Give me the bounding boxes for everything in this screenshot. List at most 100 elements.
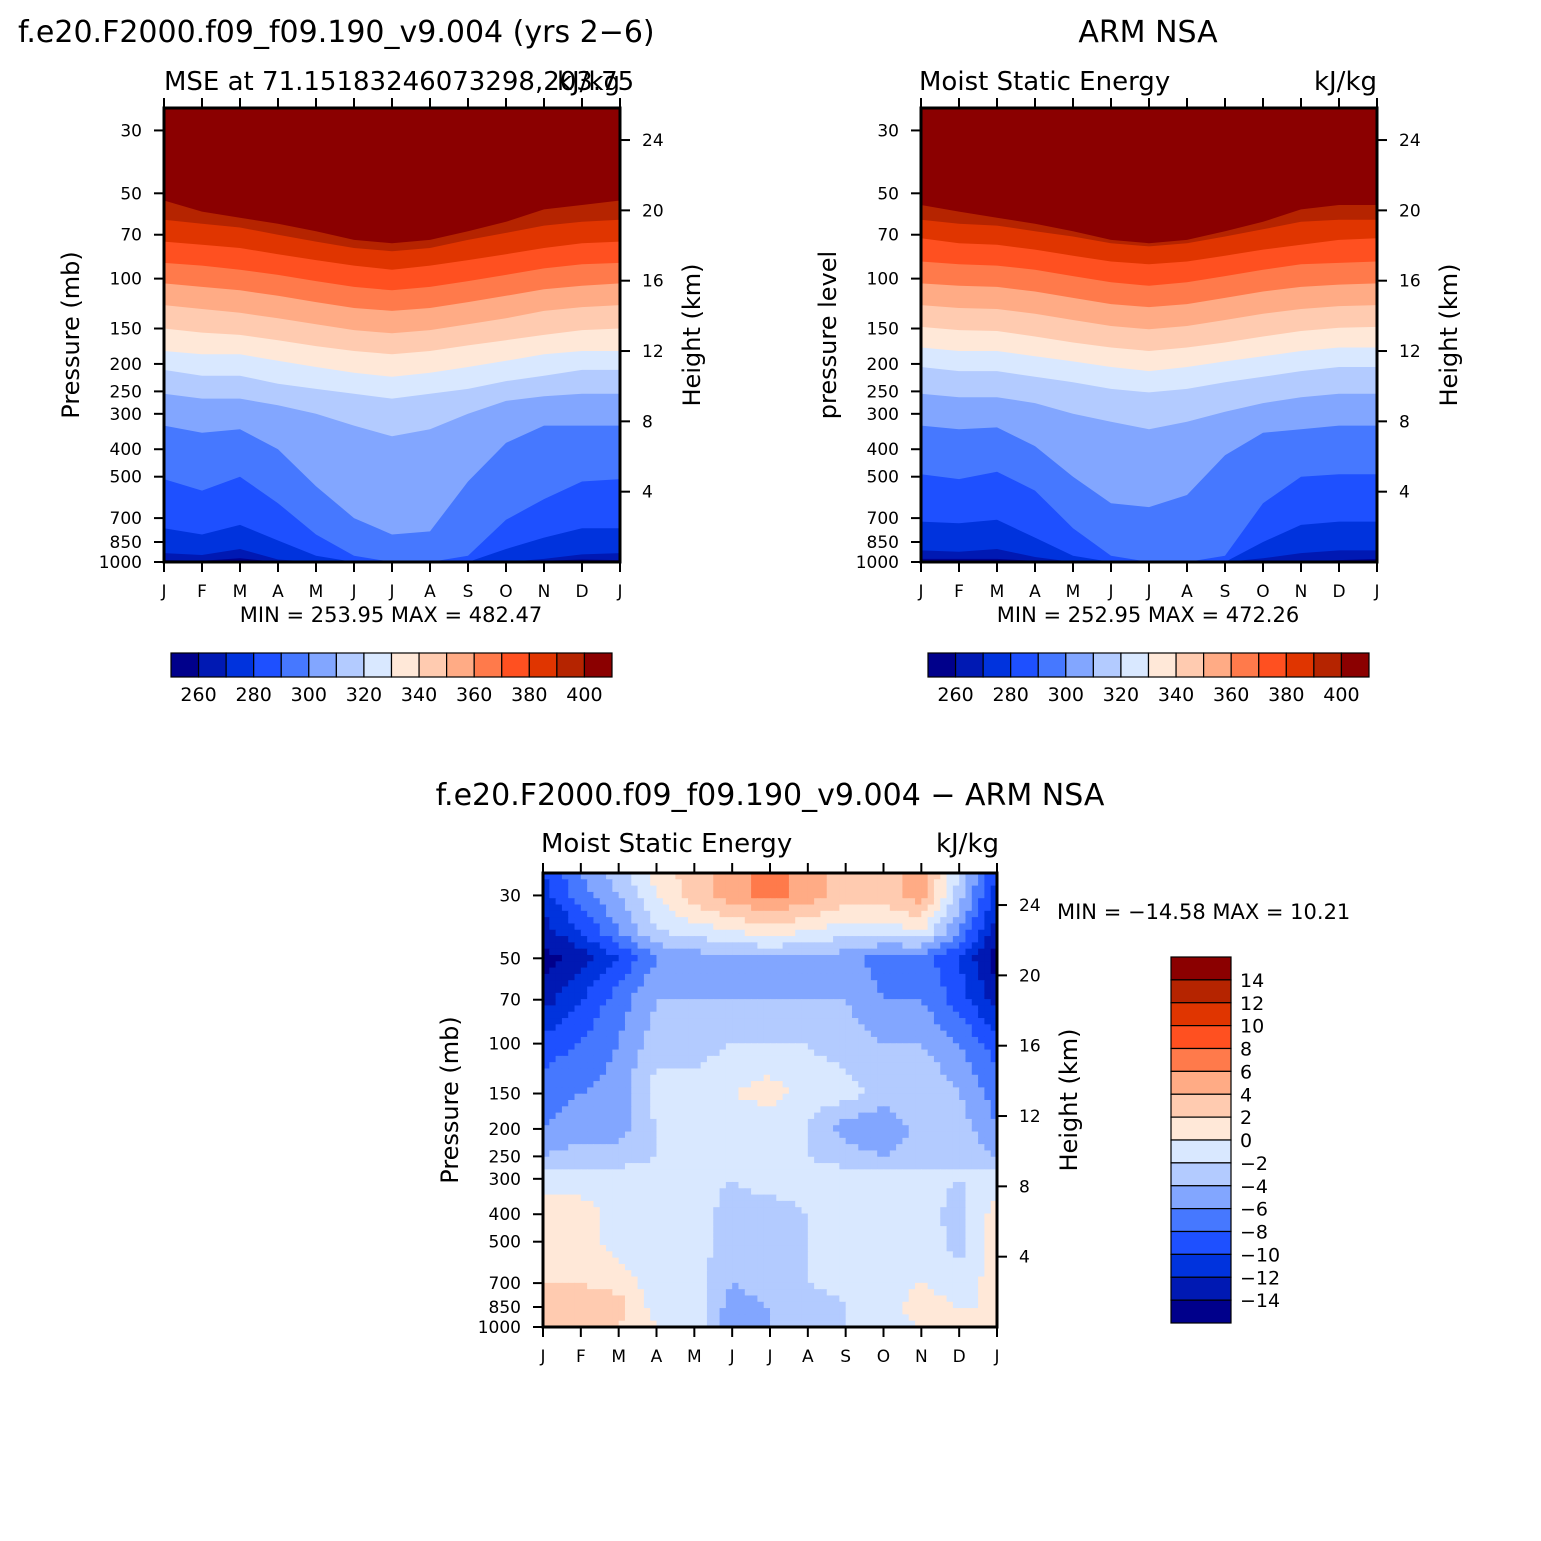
panel-diff-cell — [971, 1263, 979, 1271]
panel-diff-cell — [801, 885, 809, 893]
panel-diff-cell — [580, 1125, 588, 1133]
panel-diff-cell — [713, 1055, 721, 1063]
panel-diff-cell — [795, 1226, 803, 1234]
panel-diff-cell — [889, 1213, 897, 1221]
panel-diff-cell — [713, 992, 721, 1000]
panel-diff-cell — [650, 942, 658, 950]
panel-diff-cell — [580, 1276, 588, 1284]
panel-diff-cell — [820, 1055, 828, 1063]
panel-diff-cell — [889, 1055, 897, 1063]
panel-diff-cell — [933, 1036, 941, 1044]
panel-diff-cell — [870, 1118, 878, 1126]
panel-diff-cell — [889, 1074, 897, 1082]
panel-diff-cell — [915, 1270, 922, 1278]
panel-diff-cell — [580, 1030, 588, 1038]
panel-diff-cell — [593, 1081, 601, 1088]
panel-diff-cell — [574, 1150, 582, 1158]
panel-diff-cell — [978, 1156, 985, 1164]
panel-diff-cell — [814, 980, 822, 988]
panel-diff-cell — [990, 1112, 998, 1120]
panel-diff-cell — [921, 1232, 929, 1240]
panel-diff-cell — [807, 1024, 815, 1032]
panel-diff-cell — [883, 1245, 891, 1252]
panel-diff-cell — [933, 1137, 941, 1145]
panel-diff-cell — [908, 1169, 916, 1177]
panel-diff-cell — [612, 1081, 620, 1088]
panel-diff-cell — [801, 961, 809, 969]
panel-diff-cell — [770, 1137, 777, 1145]
panel-diff-cell — [744, 917, 752, 925]
panel-diff-cell — [807, 1276, 815, 1284]
panel-diff-cell — [908, 1131, 916, 1139]
panel-diff-cell — [870, 1043, 878, 1051]
panel-diff-cell — [612, 954, 620, 962]
panel-diff-cell — [814, 1150, 822, 1158]
panel-diff-cell — [921, 1163, 929, 1170]
panel-diff: f.e20.F2000.f09_f09.190_v9.004 − ARM NSA… — [436, 778, 1351, 1367]
panel-diff-cell — [725, 1049, 733, 1057]
panel-diff-cell — [896, 1093, 904, 1101]
panel-diff-cell — [612, 1232, 620, 1240]
panel-diff-cell — [908, 1257, 916, 1265]
panel-diff-cell — [788, 1049, 796, 1057]
panel-diff-cell — [631, 1257, 639, 1265]
panel-diff-cell — [593, 1118, 601, 1126]
panel-diff-cell — [896, 1194, 904, 1202]
panel-diff-cell — [713, 1270, 721, 1278]
panel-diff-cell — [952, 1112, 960, 1120]
panel-diff-cell — [984, 986, 992, 994]
panel-diff-cell — [725, 1068, 733, 1076]
panel-diff-cell — [706, 1011, 714, 1019]
panel-diff-cell — [864, 1219, 872, 1227]
panel-obs-colorbar-swatch — [1313, 652, 1343, 678]
panel-diff-cell — [851, 1276, 859, 1284]
panel-diff-cell — [971, 1106, 979, 1114]
panel-diff-cell — [669, 980, 677, 988]
panel-diff-cell — [587, 1282, 595, 1290]
panel-diff-cell — [637, 942, 645, 950]
panel-diff-cell — [624, 1024, 632, 1032]
panel-diff-cell — [921, 1144, 929, 1152]
panel-diff-cell — [921, 879, 929, 887]
panel-diff-cell — [845, 948, 853, 956]
panel-diff-cell — [719, 873, 727, 880]
panel-diff-cell — [776, 1024, 784, 1032]
panel-diff-cell — [568, 948, 576, 956]
panel-diff-cell — [795, 1270, 803, 1278]
panel-diff-cell — [990, 923, 998, 931]
panel-diff-cell — [990, 891, 998, 899]
panel-diff-cell — [719, 1226, 727, 1234]
panel-diff-cell — [776, 1100, 784, 1107]
panel-diff-cell — [971, 980, 979, 988]
panel-diff-cell — [927, 1062, 935, 1070]
panel-diff-cell — [959, 1055, 967, 1063]
panel-diff-cell — [908, 929, 916, 937]
panel-diff-cell — [814, 917, 822, 925]
panel-diff-cell — [839, 967, 847, 975]
panel-diff-cell — [587, 1011, 595, 1019]
panel-diff-cell — [820, 1106, 828, 1114]
panel-diff-cell — [618, 1257, 626, 1265]
panel-diff-cell — [971, 910, 979, 918]
panel-diff-cell — [618, 1213, 626, 1221]
panel-diff-cell — [776, 923, 784, 931]
panel-diff-cell — [833, 885, 840, 893]
panel-diff-cell — [681, 885, 689, 893]
panel-diff-cell — [706, 999, 714, 1007]
panel-diff-cell — [795, 1207, 803, 1215]
panel-diff-cell — [851, 992, 859, 1000]
panel-diff-cell — [990, 1036, 998, 1044]
panel-diff-cell — [725, 961, 733, 969]
panel-diff-cell — [637, 1068, 645, 1076]
panel-diff-cell — [896, 1270, 904, 1278]
panel-diff-cell — [751, 1207, 758, 1215]
panel-diff-cell — [612, 1270, 620, 1278]
panel-diff-cell — [858, 1036, 866, 1044]
panel-diff-cell — [870, 961, 878, 969]
panel-diff-cell — [801, 1030, 809, 1038]
panel-diff-cell — [631, 1150, 639, 1158]
panel-diff-cell — [662, 873, 670, 880]
panel-diff-cell — [864, 1156, 872, 1164]
panel-diff-cell — [662, 1251, 670, 1259]
panel-diff-cell — [580, 936, 588, 943]
